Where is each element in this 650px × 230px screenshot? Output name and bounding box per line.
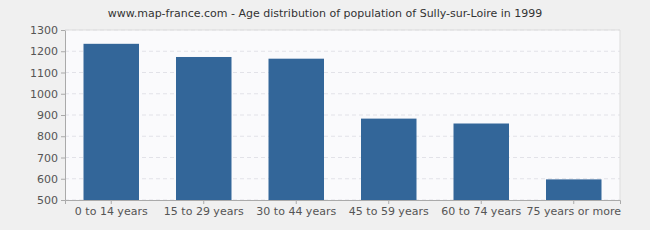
y-tick-mark [61, 94, 65, 95]
x-axis: 0 to 14 years 15 to 29 years 30 to 44 year… [66, 200, 622, 218]
y-tick-label: 600 [37, 173, 58, 186]
y-tick-label: 1300 [30, 24, 58, 37]
chart: www.map-france.com - Age distribution of… [0, 0, 650, 230]
x-tick: 45 to 59 years [349, 200, 429, 218]
x-tick-mark [296, 200, 297, 204]
x-tick: 75 years or more [526, 200, 621, 218]
grid-line [65, 178, 620, 179]
plot-frame [65, 30, 620, 31]
y-tick-label: 900 [37, 109, 58, 122]
bar [454, 124, 510, 201]
grid-line [65, 51, 620, 52]
grid-line [65, 157, 620, 158]
x-tick-mark [203, 200, 204, 204]
y-tick: 900 [37, 109, 65, 122]
x-tick-mark [111, 200, 112, 204]
grid-line [65, 72, 620, 73]
plot-area [65, 30, 620, 200]
background [0, 0, 650, 230]
y-tick: 600 [37, 173, 65, 186]
y-tick-label: 1100 [30, 67, 58, 80]
y-tick-mark [61, 158, 65, 159]
x-tick-mark [573, 200, 574, 204]
bars [84, 44, 602, 200]
title: www.map-france.com - Age distribution of… [108, 7, 543, 20]
bar [361, 119, 417, 200]
x-tick-label: 60 to 74 years [441, 205, 521, 218]
bar [84, 44, 140, 200]
y-tick-mark [61, 73, 65, 74]
y-tick-label: 700 [37, 152, 58, 165]
y-axis-line [61, 31, 66, 201]
y-tick-mark [61, 51, 65, 52]
bar [546, 179, 602, 200]
x-tick-label: 0 to 14 years [75, 205, 148, 218]
x-axis-line [66, 201, 621, 205]
y-tick: 800 [37, 130, 65, 143]
plot: 500 600 700 800 900 1000 1100 1200 1300 0 to 14 y… [30, 24, 621, 218]
y-tick-mark [61, 115, 65, 116]
grid-line [65, 115, 620, 116]
x-tick-label: 75 years or more [526, 205, 621, 218]
y-tick-mark [61, 30, 65, 31]
y-tick-label: 1200 [30, 45, 58, 58]
grid-line [65, 136, 620, 137]
y-tick: 1200 [30, 45, 65, 58]
bar [269, 59, 325, 200]
grid-line [65, 93, 620, 94]
y-tick: 1000 [30, 88, 65, 101]
y-tick-label: 500 [37, 194, 58, 207]
y-tick-mark [61, 200, 65, 201]
x-tick-label: 30 to 44 years [256, 205, 336, 218]
x-tick: 30 to 44 years [256, 200, 336, 218]
y-tick-mark [61, 179, 65, 180]
y-tick: 1100 [30, 67, 65, 80]
x-tick: 60 to 74 years [441, 200, 521, 218]
y-axis: 500 600 700 800 900 1000 1100 1200 1300 [30, 24, 66, 207]
x-tick-label: 45 to 59 years [349, 205, 429, 218]
y-tick: 1300 [30, 24, 65, 37]
plot-frame [620, 30, 621, 200]
x-tick: 0 to 14 years [75, 200, 148, 218]
grid [65, 30, 620, 200]
x-tick-label: 15 to 29 years [164, 205, 244, 218]
y-tick: 700 [37, 152, 65, 165]
y-tick: 500 [37, 194, 65, 207]
grid-line [65, 30, 620, 31]
y-tick-label: 1000 [30, 88, 58, 101]
x-tick: 15 to 29 years [164, 200, 244, 218]
x-tick-mark [481, 200, 482, 204]
y-tick-mark [61, 136, 65, 137]
y-tick-label: 800 [37, 130, 58, 143]
x-tick-mark [388, 200, 389, 204]
bar [176, 57, 232, 200]
